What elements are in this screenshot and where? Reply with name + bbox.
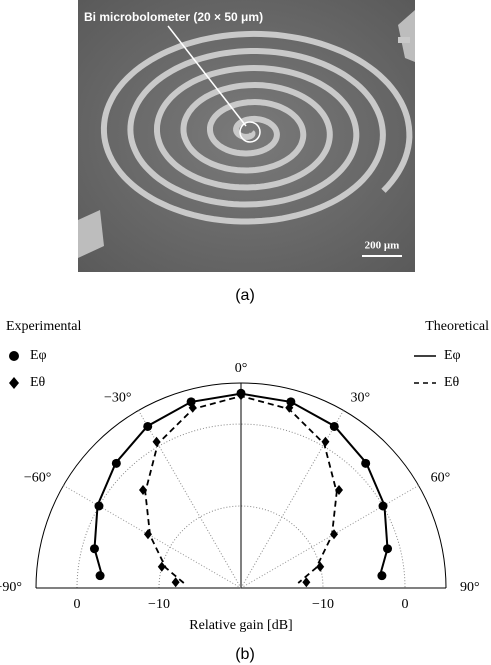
data-point [316,561,325,572]
pad [398,10,415,62]
legend-label: Eφ [30,348,47,363]
legend-marker [9,377,19,389]
pointer [167,25,247,127]
data-point [377,571,387,581]
theta-tick-label: −30° [104,391,132,406]
grid-circle [76,423,406,589]
theta-tick-label: 30° [351,391,371,406]
scale-bar-label: 200 μm [365,240,400,252]
data-point [157,561,166,572]
radial-line [138,410,242,589]
legend-marker [9,351,19,361]
theta-tick-label: −90° [0,580,22,595]
theta-tick-label: 0° [235,361,248,376]
radial-line [240,485,419,589]
grid-circle [158,505,324,589]
radial-line [63,485,242,589]
data-point [188,402,197,413]
r-tick-label: −10 [312,597,334,612]
data-line [93,392,389,577]
data-point [171,577,180,588]
theta-tick-label: 60° [431,471,451,486]
r-tick-label: 0 [402,597,409,612]
legend-label: Eφ [444,348,461,363]
r-tick-label: −10 [148,597,170,612]
theta-tick-label: −60° [24,471,52,486]
legend-label: Eθ [30,375,46,390]
legend-title: Theoretical [425,319,489,334]
spiral-antenna [100,30,413,225]
spiral-arm [100,30,413,225]
data-point [95,571,105,581]
legend-label: Eθ [444,375,460,390]
pad [78,210,104,258]
theta-tick-label: 90° [460,580,480,595]
highlight-circle [239,121,261,143]
radial-line [240,410,344,589]
image-label: Bi microbolometer (20 × 50 μm) [84,10,263,24]
data-line [144,395,338,584]
caption: (b) [235,646,255,663]
caption: (a) [235,287,255,304]
data-point [302,577,311,588]
legend-title: Experimental [6,319,82,334]
r-tick-label: 0 [74,597,81,612]
axis-label: Relative gain [dB] [189,618,292,633]
